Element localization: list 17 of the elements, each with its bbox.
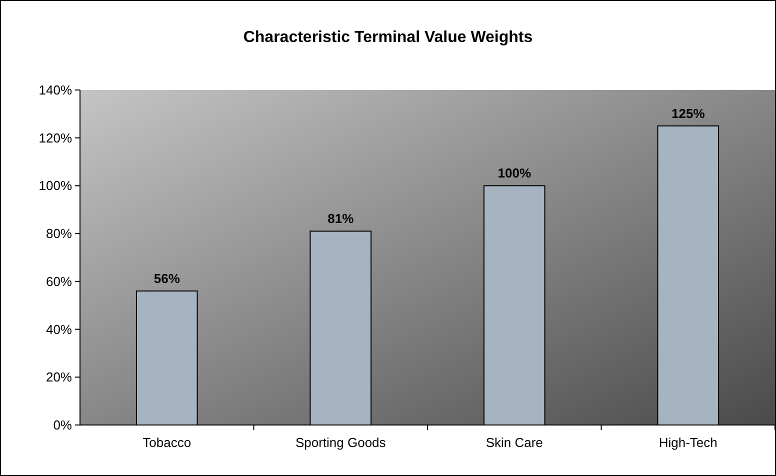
y-tick-label: 0% bbox=[53, 418, 72, 432]
x-tick-label: Sporting Goods bbox=[295, 435, 386, 450]
data-label: 81% bbox=[328, 211, 354, 226]
x-tick-label: High-Tech bbox=[658, 435, 718, 450]
data-label: 56% bbox=[154, 271, 180, 286]
y-tick-label: 100% bbox=[38, 178, 72, 194]
y-tick-label: 120% bbox=[38, 130, 72, 146]
x-tick-label: Skin Care bbox=[486, 435, 543, 450]
y-tick-label: 20% bbox=[46, 370, 72, 385]
y-tick-label: 140% bbox=[38, 82, 72, 98]
x-tick-label: Tobacco bbox=[142, 435, 192, 450]
data-label: 100% bbox=[498, 166, 532, 181]
chart-title: Characteristic Terminal Value Weights bbox=[243, 29, 533, 46]
y-tick-label: 60% bbox=[46, 274, 72, 289]
y-tick-label: 80% bbox=[46, 226, 72, 242]
data-label: 125% bbox=[672, 106, 706, 121]
y-tick-label: 40% bbox=[46, 322, 72, 337]
